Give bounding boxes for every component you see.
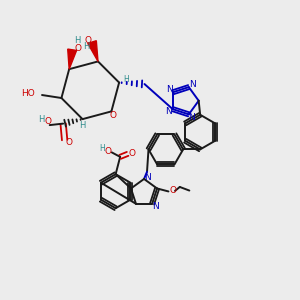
Text: O: O xyxy=(110,111,116,120)
Text: H: H xyxy=(99,144,105,153)
Polygon shape xyxy=(68,49,76,69)
Text: O: O xyxy=(84,36,91,45)
Polygon shape xyxy=(88,41,98,62)
Text: H: H xyxy=(80,121,86,130)
Text: HO: HO xyxy=(21,89,34,98)
Text: N: N xyxy=(145,173,151,182)
Text: N: N xyxy=(188,113,195,122)
Text: O: O xyxy=(169,186,176,195)
Text: O: O xyxy=(74,44,81,53)
Text: N: N xyxy=(165,107,172,116)
Text: N: N xyxy=(166,85,172,94)
Text: O: O xyxy=(45,117,52,126)
Text: H: H xyxy=(123,75,129,84)
Text: N: N xyxy=(189,80,196,89)
Text: H: H xyxy=(74,36,81,45)
Text: N: N xyxy=(152,202,158,211)
Text: O: O xyxy=(65,138,72,147)
Text: H: H xyxy=(38,115,44,124)
Text: H: H xyxy=(83,42,90,51)
Text: O: O xyxy=(104,147,111,156)
Text: O: O xyxy=(129,149,136,158)
